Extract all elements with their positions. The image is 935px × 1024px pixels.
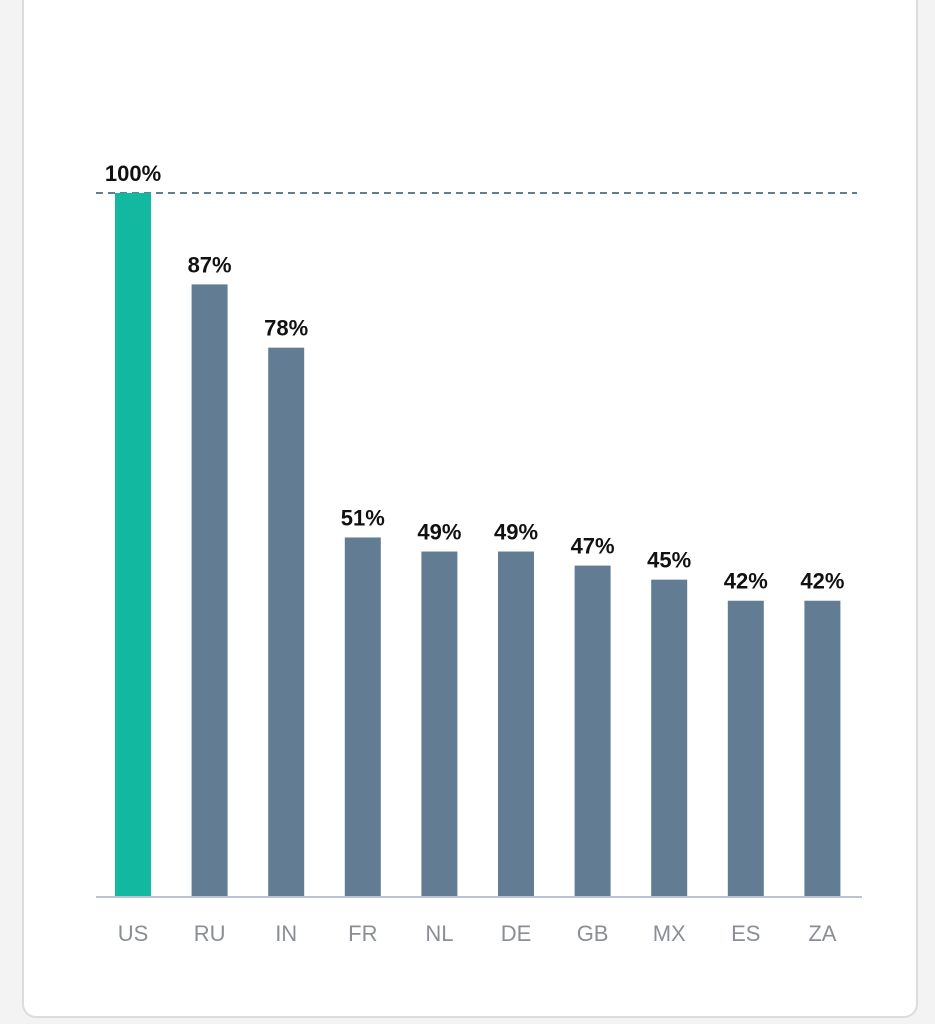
bar-mx [651,579,688,896]
bar-es [727,600,764,896]
category-label-es: ES [731,921,760,946]
value-labels-group: 100% 87% 78% 51% 49% 49% 47% 45% 42% 42% [105,161,845,594]
bar-fr [344,537,381,896]
value-label-gb: 47% [571,534,615,559]
bar-us [115,193,151,896]
category-labels-group: US RU IN FR NL DE GB MX ES ZA [118,921,837,946]
value-label-fr: 51% [341,505,385,530]
category-label-za: ZA [808,921,836,946]
bar-gb [574,565,611,896]
value-label-us: 100% [105,161,161,186]
category-label-in: IN [275,921,297,946]
category-label-fr: FR [348,921,377,946]
value-label-es: 42% [724,569,768,594]
category-label-mx: MX [653,921,686,946]
bar-za [804,600,841,896]
bar-de [498,551,534,896]
value-label-de: 49% [494,520,538,545]
value-label-mx: 45% [647,548,691,573]
value-label-nl: 49% [417,520,461,545]
bars-group [115,193,841,896]
value-label-ru: 87% [188,252,232,277]
value-label-in: 78% [264,316,308,341]
category-label-de: DE [501,921,532,946]
category-label-nl: NL [425,921,453,946]
chart-card [22,0,918,1018]
category-label-ru: RU [194,921,226,946]
bar-ru [191,284,228,896]
category-label-gb: GB [577,921,609,946]
bar-in [268,347,305,896]
bar-nl [421,551,458,896]
category-label-us: US [118,921,149,946]
value-label-za: 42% [800,569,844,594]
